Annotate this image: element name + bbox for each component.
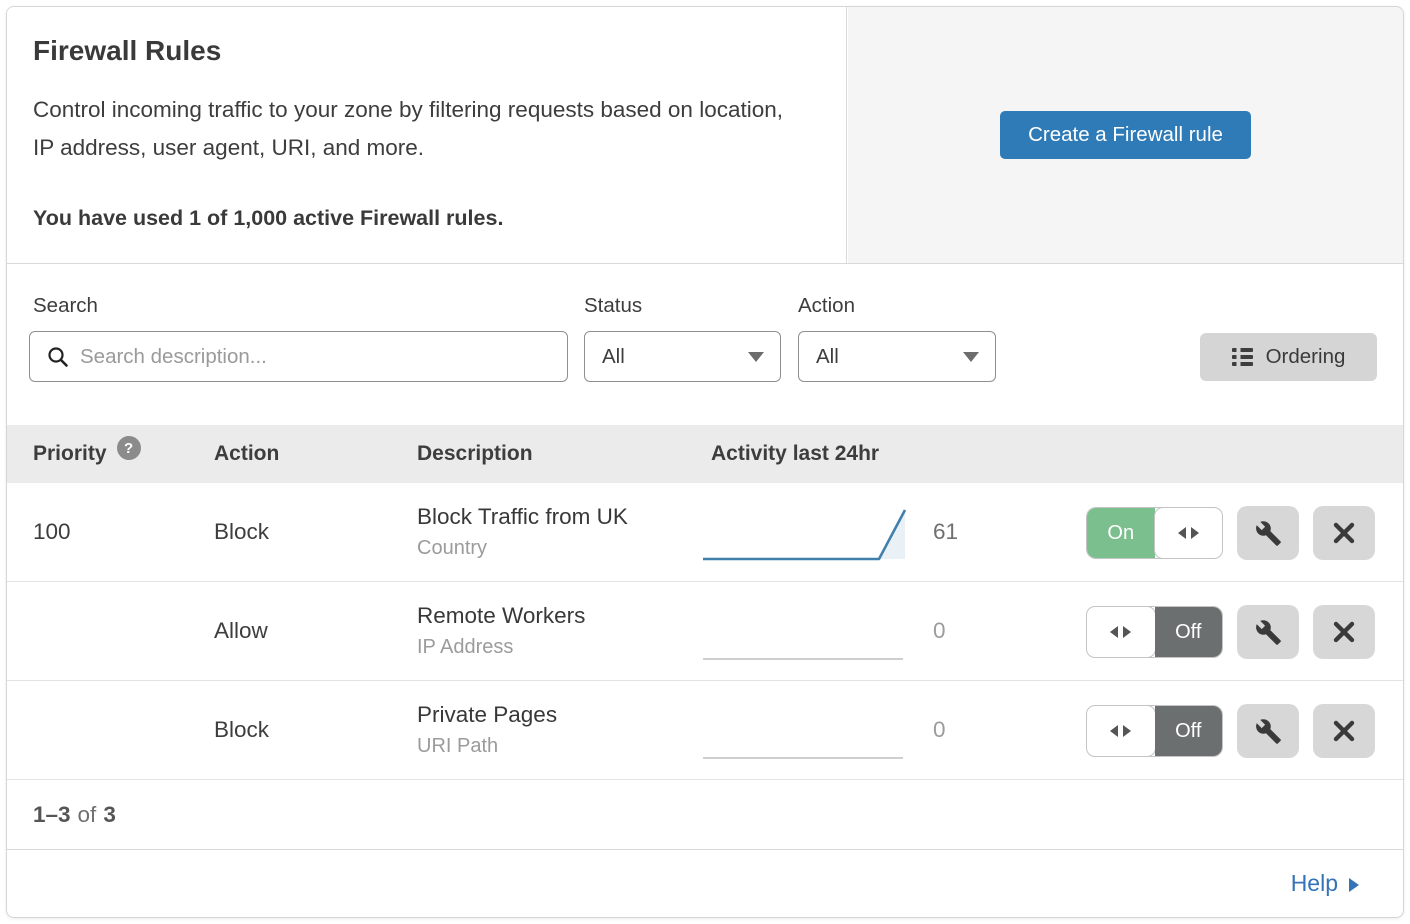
activity-sparkline [701,701,907,761]
rule-match-type: IP Address [417,636,514,658]
arrow-left-icon [1177,527,1186,539]
close-icon [1333,621,1355,643]
arrow-right-icon [1123,725,1132,737]
arrow-right-icon [1190,527,1199,539]
status-select[interactable]: All [584,331,781,382]
header-action-area: Create a Firewall rule [848,7,1403,263]
activity-count: 0 [933,717,946,742]
column-header-description: Description [417,442,533,465]
activity-sparkline [701,602,907,662]
rule-action: Allow [214,618,268,643]
toggle-handle [1153,507,1223,559]
activity-count: 0 [933,618,946,643]
wrench-icon [1255,619,1281,645]
rule-description: Block Traffic from UK Country [417,504,628,560]
delete-rule-button[interactable] [1313,605,1375,659]
wrench-icon [1255,718,1281,744]
wrench-icon [1255,520,1281,546]
create-firewall-rule-button[interactable]: Create a Firewall rule [1000,111,1251,159]
toggle-handle [1086,606,1156,658]
rule-enabled-toggle[interactable]: Off [1086,606,1223,658]
activity-sparkline [701,503,907,563]
rule-match-type: URI Path [417,735,499,757]
search-box [29,331,568,382]
rule-action: Block [214,717,270,742]
header-text-area: Firewall Rules Control incoming traffic … [7,7,847,263]
column-header-action: Action [214,442,280,465]
help-link-label: Help [1290,870,1338,896]
ordered-list-icon [1231,345,1253,370]
search-icon [48,346,68,367]
chevron-down-icon [748,351,764,362]
toggle-state-label: On [1087,508,1155,558]
table-row: 100 Block Block Traffic from UK Country … [7,483,1403,582]
action-select[interactable]: All [798,331,996,382]
activity-count: 61 [933,519,959,544]
rule-action: Block [214,519,270,544]
pagination-total: 3 [103,801,116,827]
rule-priority: 100 [33,519,71,544]
ordering-button-label: Ordering [1265,345,1346,368]
firewall-rules-panel: Firewall Rules Control incoming traffic … [6,6,1404,918]
rule-description-title: Remote Workers [417,603,586,628]
pagination-of: of [77,801,97,827]
column-header-activity: Activity last 24hr [711,442,880,465]
edit-rule-button[interactable] [1237,506,1299,560]
rule-match-type: Country [417,537,488,559]
priority-help-icon[interactable]: ? [116,436,141,460]
header-section: Firewall Rules Control incoming traffic … [7,7,1403,264]
help-link[interactable]: Help [1291,870,1359,897]
ordering-button[interactable]: Ordering [1200,333,1377,381]
toggle-state-label: Off [1154,706,1222,756]
delete-rule-button[interactable] [1313,506,1375,560]
delete-rule-button[interactable] [1313,704,1375,758]
arrow-right-icon [1123,626,1132,638]
pagination-range: 1–3 [33,801,71,827]
arrow-left-icon [1110,725,1119,737]
status-selected-value: All [602,344,625,368]
rule-enabled-toggle[interactable]: On [1086,507,1223,559]
page-description: Control incoming traffic to your zone by… [33,97,783,160]
toggle-handle [1086,705,1156,757]
table-row: Block Private Pages URI Path 0 Off [7,681,1403,780]
edit-rule-button[interactable] [1237,704,1299,758]
column-header-priority: Priority ? [33,425,141,483]
pagination-bar: 1–3 of 3 [7,780,1403,850]
rule-enabled-toggle[interactable]: Off [1086,705,1223,757]
chevron-down-icon [963,351,979,362]
close-icon [1333,522,1355,544]
search-label: Search [33,294,98,317]
table-header: Priority ? Action Description Activity l… [7,425,1403,483]
rule-description-title: Block Traffic from UK [417,504,628,529]
action-label: Action [798,294,855,317]
close-icon [1333,720,1355,742]
rule-description-title: Private Pages [417,702,558,727]
usage-note: You have used 1 of 1,000 active Firewall… [33,206,504,230]
toggle-state-label: Off [1154,607,1222,657]
table-row: Allow Remote Workers IP Address 0 Off [7,582,1403,681]
arrow-right-icon [1349,877,1359,892]
rule-description: Private Pages URI Path [417,702,557,758]
search-input[interactable] [80,332,567,381]
action-selected-value: All [816,344,839,368]
help-bar: Help [7,850,1403,917]
status-label: Status [584,294,643,317]
edit-rule-button[interactable] [1237,605,1299,659]
page-title: Firewall Rules [33,35,222,66]
rule-description: Remote Workers IP Address [417,603,585,659]
filters-section: Search Status All Action All Ordering [7,264,1403,425]
arrow-left-icon [1110,626,1119,638]
